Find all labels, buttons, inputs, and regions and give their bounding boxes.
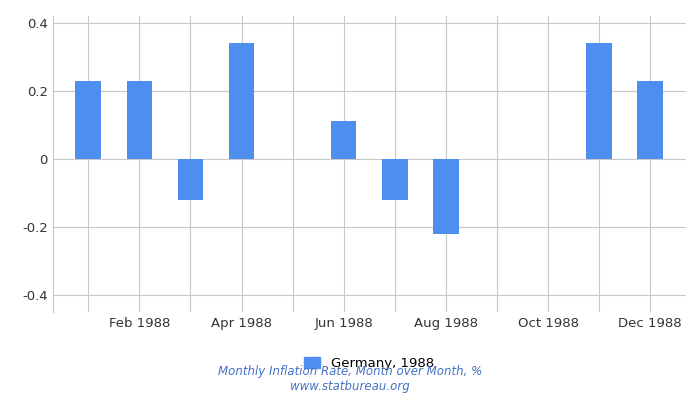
Bar <box>127 81 152 159</box>
Bar <box>229 43 254 159</box>
Text: www.statbureau.org: www.statbureau.org <box>290 380 410 393</box>
Bar <box>587 43 612 159</box>
Bar <box>433 159 459 234</box>
Bar <box>331 122 356 159</box>
Bar <box>178 159 203 200</box>
Bar <box>76 81 101 159</box>
Bar <box>638 81 663 159</box>
Bar <box>382 159 407 200</box>
Legend: Germany, 1988: Germany, 1988 <box>304 357 434 370</box>
Text: Monthly Inflation Rate, Month over Month, %: Monthly Inflation Rate, Month over Month… <box>218 365 482 378</box>
